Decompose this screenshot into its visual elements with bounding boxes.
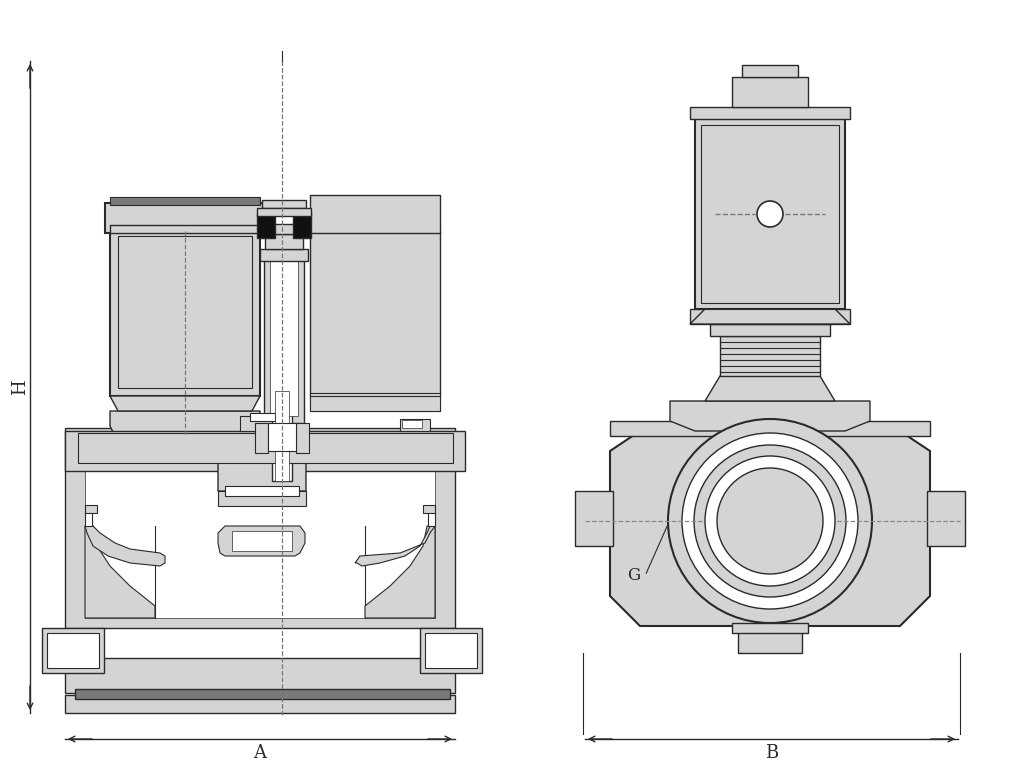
Bar [575,491,613,546]
Polygon shape [690,309,850,324]
Bar [85,505,97,513]
Polygon shape [310,396,440,411]
Bar [255,423,268,453]
Polygon shape [85,511,92,526]
Polygon shape [110,396,260,411]
Polygon shape [355,526,435,566]
Bar [268,224,300,234]
Bar [400,419,430,431]
Polygon shape [85,526,154,618]
Bar [240,416,285,431]
Bar [732,77,808,107]
Bar [110,231,260,396]
Text: A: A [253,744,267,762]
Polygon shape [110,451,258,463]
Bar [264,258,304,423]
Bar [690,107,850,119]
Bar [310,231,440,396]
Bar [258,208,311,216]
Polygon shape [365,526,435,618]
Bar [695,119,845,309]
Polygon shape [218,526,305,556]
Polygon shape [610,431,930,626]
Bar [293,213,311,238]
Bar [720,336,820,376]
Bar [78,433,453,463]
Bar [105,203,265,233]
Text: B: B [765,744,778,762]
Circle shape [705,456,835,586]
Bar [65,695,455,713]
Bar [265,234,303,249]
Bar [732,623,808,633]
Bar [270,261,298,416]
Bar [47,633,99,668]
Bar [65,428,455,628]
Bar [85,438,435,618]
Circle shape [717,468,823,574]
Bar [225,486,299,496]
Text: H: H [11,380,29,395]
Bar [75,689,450,699]
Bar [258,213,275,238]
Polygon shape [218,453,306,491]
Circle shape [694,445,846,597]
Bar [420,628,482,673]
Bar [610,421,930,436]
Bar [262,200,306,208]
Bar [65,431,465,471]
Bar [110,225,260,233]
Bar [232,531,291,551]
Bar [118,236,252,388]
Bar [65,658,455,693]
Bar [296,423,309,453]
Bar [701,125,839,303]
Polygon shape [85,526,165,566]
Polygon shape [428,511,435,526]
Circle shape [682,433,858,609]
Bar [739,631,802,653]
Bar [425,633,477,668]
Bar [260,249,308,261]
Bar [927,491,965,546]
Bar [275,391,289,481]
Circle shape [757,201,783,227]
Text: G: G [627,568,640,584]
Bar [268,423,296,451]
Bar [250,413,275,421]
Bar [710,324,830,336]
Bar [110,197,260,205]
Polygon shape [110,411,260,436]
Bar [690,309,850,324]
Bar [310,393,440,411]
Bar [272,391,291,481]
Bar [423,505,435,513]
Bar [310,195,440,233]
Bar [402,420,422,428]
Bar [742,65,798,77]
Polygon shape [670,401,870,431]
Bar [42,628,104,673]
Bar [218,491,306,506]
Circle shape [668,419,872,623]
Polygon shape [705,376,835,401]
